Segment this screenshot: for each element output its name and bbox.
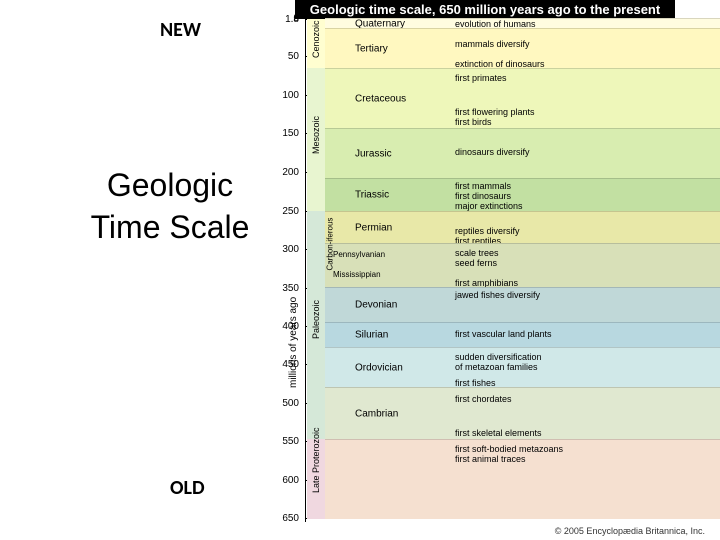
era-late-proterozoic: Late Proterozoic <box>307 439 325 519</box>
period-row: Silurianfirst vascular land plants <box>325 322 720 347</box>
period-row: Ordoviciansudden diversification of meta… <box>325 347 720 387</box>
period-row: Cambrianfirst chordatesfirst skeletal el… <box>325 387 720 439</box>
era-column: CenozoicMesozoicPaleozoicLate Proterozoi… <box>307 18 325 522</box>
period-row: Triassicfirst mammalsfirst dinosaursmajo… <box>325 178 720 211</box>
period-row: first soft-bodied metazoansfirst animal … <box>325 439 720 519</box>
period-row: Permianreptiles diversifyfirst reptiles <box>325 211 720 243</box>
period-row: Quaternaryevolution of humans <box>325 18 720 28</box>
period-row: Cretaceousfirst primatesfirst flowering … <box>325 68 720 128</box>
period-row: Devonianjawed fishes diversify <box>325 287 720 322</box>
copyright: © 2005 Encyclopædia Britannica, Inc. <box>555 526 705 536</box>
chart-title: Geologic time scale, 650 million years a… <box>295 0 675 19</box>
period-row: Jurassicdinosaurs diversify <box>325 128 720 178</box>
era-mesozoic: Mesozoic <box>307 68 325 211</box>
period-row: Tertiarymammals diversifyextinction of d… <box>325 28 720 68</box>
geologic-chart: Geologic time scale, 650 million years a… <box>245 0 720 540</box>
new-label: NEW <box>160 18 201 42</box>
old-label: OLD <box>170 476 205 500</box>
period-row: Carbon-iferousPennsylvanianMississippian… <box>325 243 720 287</box>
period-column: Quaternaryevolution of humansTertiarymam… <box>325 18 720 522</box>
main-title: Geologic Time Scale <box>70 165 270 248</box>
era-paleozoic: Paleozoic <box>307 211 325 439</box>
era-cenozoic: Cenozoic <box>307 19 325 68</box>
y-axis: millions of years ago 01.850100150200250… <box>280 18 306 522</box>
